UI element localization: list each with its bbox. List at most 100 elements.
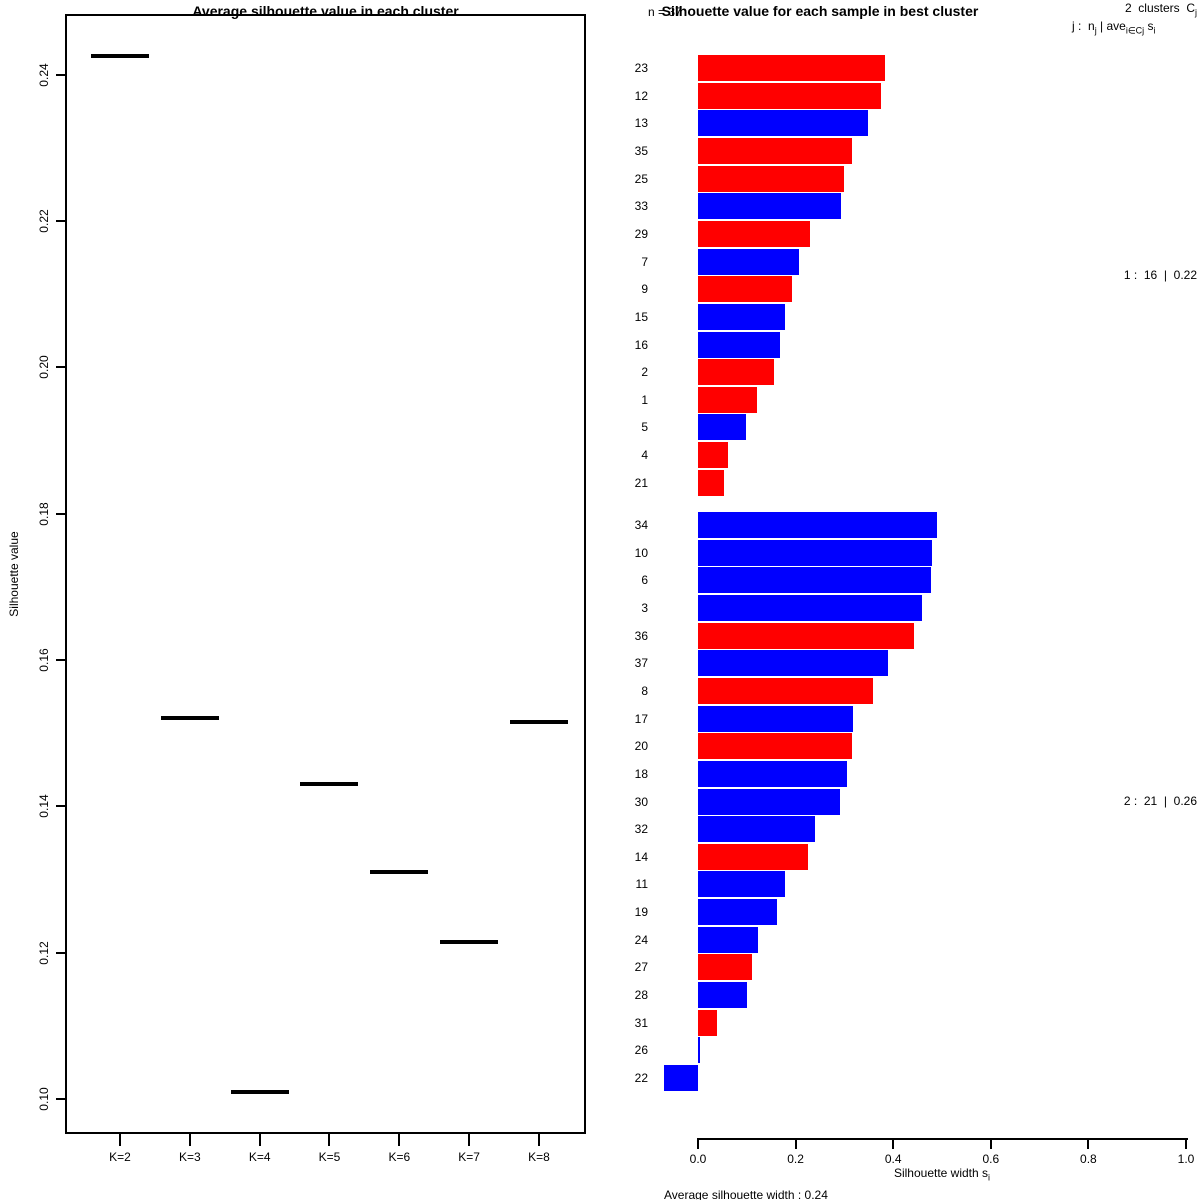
- x-axis-tick-label: K=7: [458, 1150, 480, 1164]
- sample-label: 29: [634, 226, 648, 241]
- y-axis-tick: [56, 658, 65, 661]
- sample-label: 4: [641, 448, 648, 463]
- sample-label: 7: [641, 254, 648, 269]
- silhouette-bar: [698, 843, 808, 870]
- silhouette-bar: [698, 705, 854, 732]
- average-width-footer: Average silhouette width : 0.24: [664, 1188, 828, 1200]
- silhouette-bar: [698, 650, 888, 677]
- sample-label: 32: [634, 822, 648, 837]
- x-axis-tick: [119, 1134, 121, 1146]
- sample-label: 5: [641, 420, 648, 435]
- silhouette-bar: [698, 733, 853, 760]
- cluster-summary: 2 : 21 | 0.26: [1123, 794, 1197, 809]
- x-axis-tick: [328, 1134, 331, 1146]
- silhouette-bar: [698, 110, 868, 137]
- sample-label: 14: [634, 849, 648, 864]
- x-axis-tick: [794, 1138, 797, 1149]
- sample-label: 6: [641, 573, 648, 588]
- sample-label: 1: [641, 392, 648, 407]
- x-axis-tick: [398, 1134, 401, 1146]
- clusters-header-line1: 2 clusters Cj: [1124, 1, 1197, 18]
- x-axis-tick-label: K=3: [178, 1150, 201, 1164]
- y-axis-tick: [56, 220, 65, 223]
- x-axis-tick-label: 0.0: [689, 1152, 707, 1166]
- sample-label: 37: [634, 656, 648, 671]
- avg-silhouette-marker: [160, 716, 219, 721]
- y-axis-tick-label: 0.12: [37, 940, 51, 965]
- sample-label: 26: [634, 1043, 648, 1058]
- avg-silhouette-marker: [91, 54, 149, 59]
- sample-label: 35: [634, 143, 648, 158]
- silhouette-bar: [698, 871, 785, 898]
- y-axis-tick-label: 0.24: [37, 63, 51, 87]
- sample-label: 19: [634, 905, 648, 920]
- silhouette-bar: [698, 760, 847, 787]
- y-axis-tick-label: 0.14: [37, 794, 51, 818]
- sample-label: 12: [634, 88, 648, 103]
- silhouette-bar: [698, 137, 853, 164]
- sample-label: 3: [641, 600, 648, 615]
- x-axis-tick: [1185, 1138, 1187, 1149]
- silhouette-bar: [698, 594, 922, 621]
- silhouette-bar: [698, 567, 931, 594]
- sample-label: 30: [634, 794, 648, 809]
- silhouette-bar: [698, 926, 759, 953]
- silhouette-bar: [698, 220, 811, 247]
- y-axis-tick-label: 0.22: [37, 209, 51, 233]
- silhouette-bar: [698, 539, 933, 566]
- y-axis-tick: [56, 805, 65, 808]
- sample-label: 22: [634, 1071, 648, 1085]
- sample-label: 11: [635, 877, 648, 892]
- silhouette-bar: [698, 82, 881, 109]
- right-chart-title: Silhouette value for each sample in best…: [661, 3, 979, 19]
- silhouette-bar: [698, 442, 728, 469]
- sample-label: 27: [634, 960, 648, 975]
- y-axis-tick: [56, 512, 65, 515]
- avg-silhouette-marker: [440, 939, 499, 944]
- right-chart-xlabel: Silhouette width si: [893, 1166, 991, 1183]
- y-axis-tick: [56, 366, 65, 369]
- silhouette-bar: [698, 331, 780, 358]
- x-axis-tick: [258, 1134, 261, 1146]
- x-axis-tick: [468, 1134, 471, 1146]
- silhouette-bar: [698, 469, 724, 496]
- avg-silhouette-marker: [509, 720, 568, 725]
- silhouette-bar: [698, 1037, 700, 1064]
- x-axis-tick-label: 0.8: [1080, 1152, 1097, 1166]
- sample-label: 28: [634, 988, 648, 1003]
- x-axis-tick: [892, 1138, 895, 1149]
- x-axis-tick: [1087, 1138, 1090, 1149]
- cluster-summary: 1 : 16 | 0.22: [1123, 268, 1197, 283]
- silhouette-bar: [698, 899, 778, 926]
- sample-label: 18: [634, 766, 648, 781]
- silhouette-bar: [698, 816, 816, 843]
- x-axis-tick-label: 1.0: [1177, 1152, 1195, 1166]
- avg-silhouette-marker: [370, 870, 429, 875]
- sample-label: 2: [641, 365, 648, 380]
- avg-silhouette-panel: Average silhouette value in each cluster…: [7, 3, 586, 1164]
- sample-label: 33: [634, 199, 648, 214]
- silhouette-bar: [698, 193, 841, 220]
- sample-label: 24: [634, 932, 648, 947]
- x-axis-tick-label: K=2: [109, 1150, 131, 1164]
- x-axis-tick-label: 0.2: [787, 1152, 804, 1166]
- x-axis-tick: [989, 1138, 992, 1149]
- silhouette-bar: [698, 303, 785, 330]
- silhouette-bar: [698, 677, 874, 704]
- silhouette-bar: [698, 954, 753, 981]
- silhouette-bar: [663, 1065, 698, 1091]
- silhouette-bar: [698, 982, 747, 1009]
- sample-label: 20: [634, 739, 648, 754]
- y-axis-tick-label: 0.10: [37, 1087, 51, 1111]
- silhouette-bar: [698, 622, 915, 649]
- sample-label: 31: [634, 1015, 648, 1030]
- x-axis-tick: [697, 1138, 699, 1149]
- left-chart-ylabel: Silhouette value: [7, 531, 21, 617]
- sample-label: 13: [634, 116, 648, 131]
- sample-label: 16: [634, 337, 648, 352]
- silhouette-bar: [698, 386, 758, 413]
- silhouette-bar: [698, 359, 775, 386]
- silhouette-bar: [698, 512, 938, 538]
- y-axis-tick-label: 0.16: [37, 648, 51, 672]
- sample-label: 23: [634, 61, 648, 75]
